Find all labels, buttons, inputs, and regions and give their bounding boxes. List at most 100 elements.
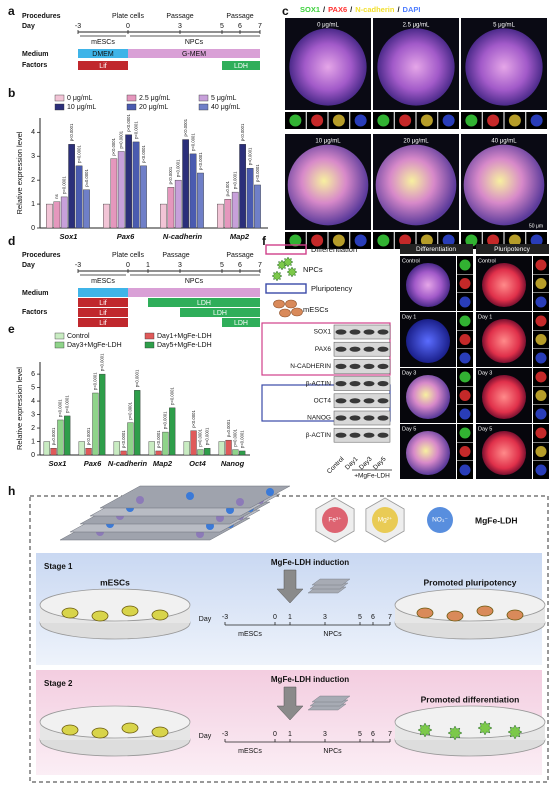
y-tick-label: 0 <box>31 225 35 232</box>
thumb-spheroid <box>377 234 390 247</box>
band <box>363 346 375 352</box>
p-value: p<0.0001 <box>141 145 146 163</box>
image-label: 5 μg/mL <box>493 23 515 29</box>
p-value: p<0.0001 <box>76 145 81 163</box>
cell <box>121 722 139 734</box>
legend-box <box>265 283 307 294</box>
panel-label: d <box>8 234 15 248</box>
band <box>335 398 347 404</box>
label: Procedures <box>22 252 61 259</box>
ion-label: NO₃⁻ <box>432 517 448 524</box>
ion-label: Fe³⁺ <box>328 517 342 524</box>
thumb-spheroid <box>354 114 367 127</box>
day-label: 0 <box>273 614 277 621</box>
spheroid <box>377 28 455 106</box>
p-value: p<0.0001 <box>58 399 63 417</box>
y-tick-label: 2 <box>31 425 35 432</box>
label: Factors <box>22 309 47 316</box>
thumb-spheroid <box>332 234 345 247</box>
day-label: -3 <box>222 614 228 621</box>
row-label: Day 3 <box>402 370 416 376</box>
row-label: Control <box>402 258 420 264</box>
stage-label: mESCs <box>91 39 115 46</box>
day-label: 5 <box>220 262 224 269</box>
bar <box>140 165 147 229</box>
bar <box>134 390 141 456</box>
row-label: Control <box>478 258 496 264</box>
factor-label: LDH <box>213 310 227 317</box>
stain-label: N-cadherin <box>355 5 395 14</box>
panel-label: a <box>8 4 15 18</box>
y-tick-label: 5 <box>31 384 35 391</box>
bar <box>78 441 85 456</box>
dish-label: Promoted differentiation <box>421 694 520 704</box>
p-value: p=0.0001 <box>226 419 231 437</box>
label: Day <box>22 262 35 269</box>
legend-box <box>265 244 307 255</box>
stain-label: DAPI <box>403 5 421 14</box>
p-value: p<0.0001 <box>191 409 196 427</box>
thumb-spheroid <box>442 114 455 127</box>
npc-cell <box>286 266 298 278</box>
day-label: -3 <box>222 731 228 738</box>
blot-strip <box>333 427 391 443</box>
bar <box>110 158 118 229</box>
spheroid <box>463 144 545 226</box>
legend-swatch <box>144 332 155 340</box>
band <box>349 346 361 352</box>
p-value: p<0.0001 <box>126 113 131 131</box>
thumb-spheroid <box>459 446 471 457</box>
day-label: 6 <box>371 614 375 621</box>
band <box>349 415 361 421</box>
thumb-spheroid <box>508 114 521 127</box>
factor-label: Lif <box>99 300 106 307</box>
spheroid <box>482 263 526 307</box>
bar <box>103 203 110 229</box>
factor-label: LDH <box>197 300 211 307</box>
legend-swatch <box>126 103 137 111</box>
thumb-spheroid <box>459 315 471 327</box>
npc-cell <box>477 720 493 736</box>
day-label: -3 <box>75 23 81 30</box>
spheroid <box>482 431 526 475</box>
day-axis-label: Day <box>199 733 212 740</box>
thumb-spheroid <box>459 464 471 476</box>
y-axis-label: Relative expression level <box>15 367 24 450</box>
p-value: p=0.0001 <box>62 176 67 194</box>
y-tick-label: 4 <box>31 129 35 136</box>
legend-label: Day5+MgFe-LDH <box>157 342 212 349</box>
x-tick-label: Nanog <box>221 459 245 468</box>
p-value: ns <box>54 194 59 198</box>
legend-swatch <box>126 94 137 102</box>
cell <box>91 727 109 739</box>
day-label: 5 <box>220 23 224 30</box>
bar <box>43 441 50 456</box>
dish-label: Promoted pluripotency <box>423 577 516 587</box>
band <box>349 381 361 387</box>
bar <box>225 439 232 456</box>
thumb-spheroid <box>399 114 412 127</box>
ion-sphere <box>427 507 453 533</box>
stain-label: SOX1 <box>300 5 320 14</box>
p-value: p<0.0001 <box>128 401 133 419</box>
thumb-spheroid <box>465 114 478 127</box>
x-tick-label: Oct4 <box>189 459 207 468</box>
blot-strip <box>333 410 391 426</box>
thumb-spheroid <box>535 278 547 289</box>
bar <box>120 450 127 456</box>
bar <box>204 448 211 456</box>
image-label: 20 μg/mL <box>403 139 429 145</box>
label: Day <box>22 23 35 30</box>
thumb-spheroid <box>377 114 390 127</box>
band <box>335 415 347 421</box>
p-value: p<0.0001 <box>233 428 238 446</box>
phase-label: NPCs <box>323 748 342 755</box>
npc-cell <box>507 724 523 740</box>
nanoparticle <box>266 488 274 496</box>
cell <box>151 609 169 621</box>
row-label: Day 5 <box>478 426 492 432</box>
npc-cell <box>417 722 433 738</box>
p-value: p<0.0001 <box>205 427 210 445</box>
p-value: p<0.0001 <box>170 387 175 405</box>
bar <box>46 203 53 229</box>
